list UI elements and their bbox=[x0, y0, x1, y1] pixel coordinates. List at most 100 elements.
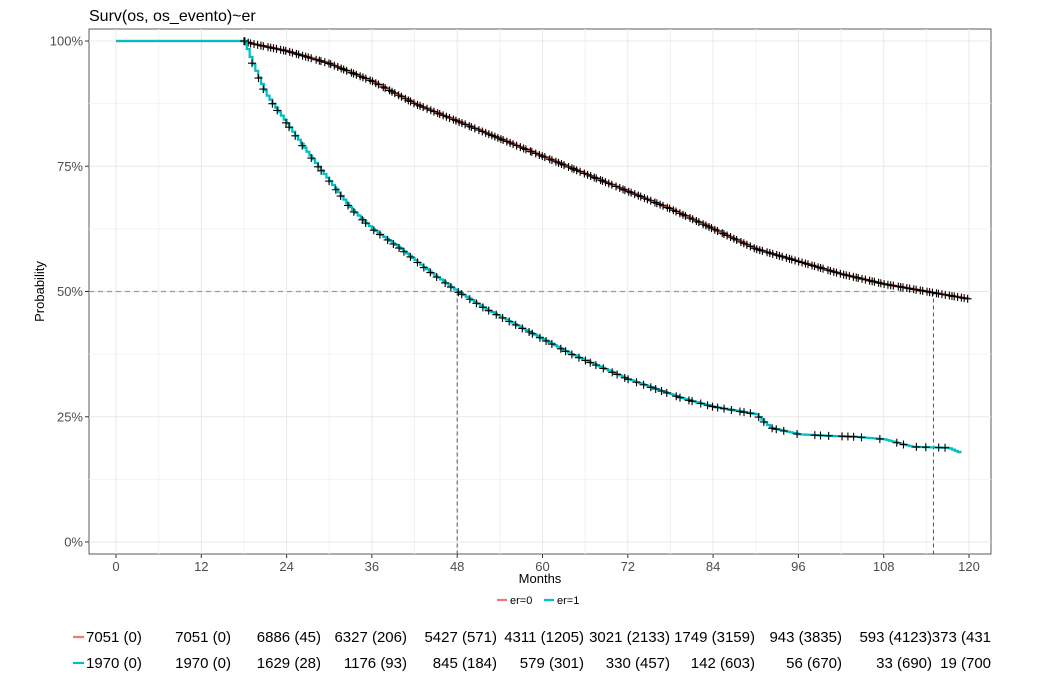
censor-mark bbox=[247, 59, 256, 68]
censor-mark bbox=[268, 99, 277, 108]
censor-mark bbox=[413, 258, 422, 267]
censor-mark bbox=[662, 388, 671, 397]
censor-mark bbox=[406, 252, 415, 261]
censor-mark bbox=[426, 268, 435, 277]
censor-mark bbox=[325, 177, 334, 186]
censor-mark bbox=[892, 438, 901, 447]
censor-mark bbox=[342, 66, 351, 75]
risk-cell: 4311 (1205) bbox=[504, 629, 584, 646]
risk-cell: 1176 (93) bbox=[344, 655, 407, 672]
censor-mark bbox=[465, 295, 474, 304]
censor-mark bbox=[665, 204, 674, 213]
censor-mark bbox=[561, 347, 570, 356]
censor-mark bbox=[288, 48, 297, 57]
censor-mark bbox=[791, 256, 800, 265]
censor-mark bbox=[439, 111, 448, 120]
chart-title: Surv(os, os_evento)~er bbox=[89, 8, 256, 25]
censor-mark bbox=[285, 123, 294, 132]
censor-mark bbox=[854, 273, 863, 282]
risk-cell: 943 (3835) bbox=[769, 629, 842, 646]
censor-mark bbox=[726, 233, 735, 242]
censor-mark bbox=[505, 317, 514, 326]
censor-mark bbox=[601, 178, 610, 187]
censor-mark bbox=[516, 143, 525, 152]
censor-mark bbox=[898, 283, 907, 292]
x-tick-label: 108 bbox=[873, 559, 895, 574]
censor-mark bbox=[591, 361, 600, 370]
risk-cell: 373 (431 bbox=[932, 629, 991, 646]
censor-mark bbox=[720, 404, 729, 413]
censor-mark bbox=[713, 403, 722, 412]
x-tick-label: 60 bbox=[535, 559, 549, 574]
censor-mark bbox=[590, 173, 599, 182]
censor-mark bbox=[512, 141, 521, 150]
risk-cell: 1970 (0) bbox=[175, 655, 231, 672]
censor-mark bbox=[419, 103, 428, 112]
censor-mark bbox=[535, 333, 544, 342]
censor-mark bbox=[454, 288, 463, 297]
censor-mark bbox=[397, 92, 406, 101]
censor-mark bbox=[694, 218, 703, 227]
censor-mark bbox=[650, 198, 659, 207]
censor-mark bbox=[824, 431, 833, 440]
censor-mark bbox=[246, 39, 255, 48]
censor-mark bbox=[531, 149, 540, 158]
censor-mark bbox=[423, 104, 432, 113]
risk-cell: 6327 (206) bbox=[334, 629, 407, 646]
censor-mark bbox=[527, 147, 536, 156]
x-tick-label: 36 bbox=[365, 559, 379, 574]
censor-mark bbox=[612, 182, 621, 191]
censor-mark bbox=[441, 278, 450, 287]
censor-mark bbox=[492, 310, 501, 319]
censor-mark bbox=[613, 370, 622, 379]
censor-mark bbox=[564, 162, 573, 171]
censor-mark bbox=[560, 161, 569, 170]
censor-mark bbox=[389, 240, 398, 249]
x-tick-label: 48 bbox=[450, 559, 464, 574]
censor-mark bbox=[250, 40, 259, 49]
x-tick-label: 12 bbox=[194, 559, 208, 574]
censor-mark bbox=[880, 280, 889, 289]
censor-mark bbox=[754, 413, 763, 422]
censor-mark bbox=[746, 242, 755, 251]
censor-mark bbox=[467, 122, 476, 131]
censor-mark bbox=[307, 54, 316, 63]
censor-mark bbox=[912, 285, 921, 294]
censor-mark bbox=[960, 294, 969, 303]
censor-mark bbox=[688, 397, 697, 406]
risk-cell: 56 (670) bbox=[786, 655, 842, 672]
legend: er=0 er=1 bbox=[497, 595, 579, 607]
censor-mark bbox=[707, 224, 716, 233]
censor-mark bbox=[672, 392, 681, 401]
censor-mark bbox=[688, 215, 697, 224]
censor-mark bbox=[727, 405, 736, 414]
censor-mark bbox=[599, 364, 608, 373]
risk-cell: 1629 (28) bbox=[257, 655, 321, 672]
censor-mark bbox=[876, 279, 885, 288]
risk-cell: 142 (603) bbox=[691, 655, 755, 672]
censor-mark bbox=[572, 166, 581, 175]
censor-mark bbox=[320, 58, 329, 67]
censor-mark bbox=[768, 424, 777, 433]
censor-mark bbox=[239, 37, 248, 46]
censor-mark bbox=[608, 368, 617, 377]
censor-mark bbox=[457, 290, 466, 299]
censor-mark bbox=[941, 443, 950, 452]
series-er-1 bbox=[116, 37, 962, 454]
x-tick-label: 0 bbox=[112, 559, 119, 574]
censor-mark bbox=[253, 40, 262, 49]
legend-label: er=1 bbox=[557, 595, 579, 607]
censor-mark bbox=[567, 350, 576, 359]
censor-mark bbox=[793, 429, 802, 438]
y-tick-label: 0% bbox=[64, 535, 83, 550]
censor-mark bbox=[352, 70, 361, 79]
censor-mark bbox=[511, 320, 520, 329]
censor-mark bbox=[845, 271, 854, 280]
censor-mark bbox=[465, 122, 474, 131]
censor-mark bbox=[713, 226, 722, 235]
legend-label: er=0 bbox=[510, 595, 532, 607]
censor-mark bbox=[361, 74, 370, 83]
censor-mark bbox=[905, 284, 914, 293]
censor-mark bbox=[630, 190, 639, 199]
